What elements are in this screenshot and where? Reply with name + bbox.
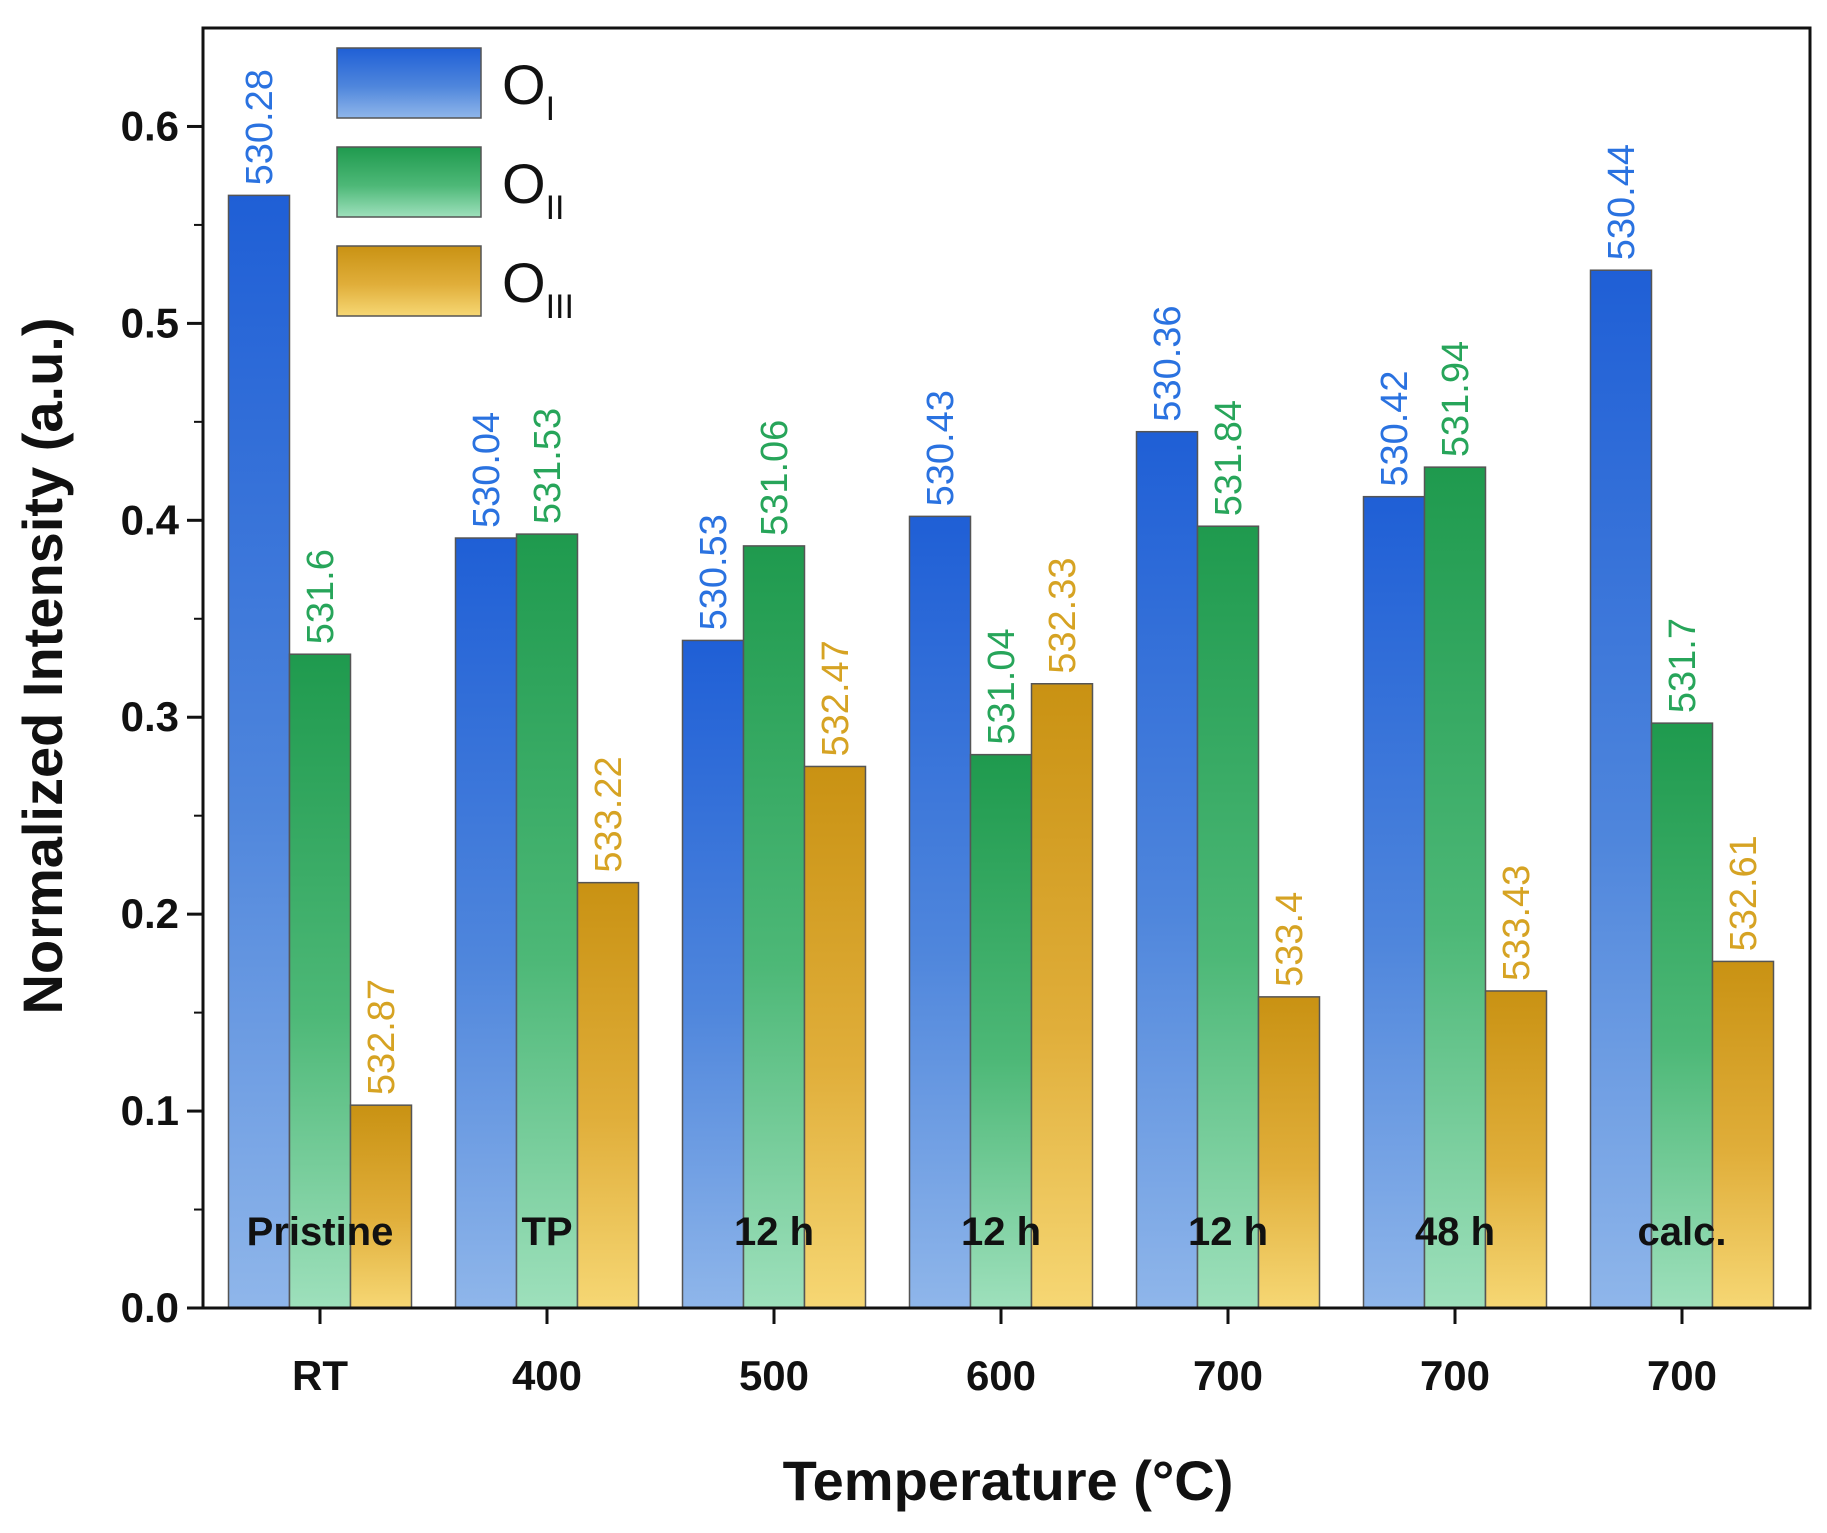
legend-swatch-o-i	[336, 47, 482, 119]
bar-o-ii-3	[969, 753, 1033, 1309]
condition-label-6: calc.	[1638, 1210, 1727, 1254]
x-tick-label-1: 400	[512, 1352, 582, 1399]
legend-label-o-i: OI	[502, 53, 555, 128]
bar-o-ii-2	[742, 545, 806, 1309]
bar-value-label-o-ii-4: 531.84	[1208, 400, 1250, 516]
bar-o-iii-2	[803, 765, 867, 1309]
condition-labels-layer: Pristine TP 12 h 12 h 12 h 48 h calc.	[247, 1210, 1727, 1254]
bar-o-i-3	[908, 515, 972, 1309]
bar-o-i-6	[1589, 269, 1653, 1309]
bar-value-label-o-iii-0: 532.87	[361, 979, 403, 1095]
bar-value-label-o-iii-3: 532.33	[1042, 558, 1084, 674]
x-tick-label-2: 500	[739, 1352, 809, 1399]
bar-value-label-o-i-1: 530.04	[466, 412, 508, 528]
bar-o-ii-5	[1423, 466, 1487, 1309]
bar-o-iii-4	[1257, 996, 1321, 1309]
bar-value-label-o-ii-1: 531.53	[527, 408, 569, 524]
bar-o-i-2	[681, 639, 745, 1309]
y-tick-label-3: 0.3	[121, 693, 179, 740]
bar-o-iii-3	[1030, 683, 1094, 1309]
bar-value-label-o-ii-6: 531.7	[1662, 618, 1704, 713]
bar-o-iii-0	[349, 1104, 413, 1309]
axes-layer: RT 400 500 600 700 700 700 0.0 0.1 0.2 0.3 0.4 0.5 0.…	[121, 26, 1812, 1399]
condition-label-1: TP	[521, 1210, 572, 1254]
bar-o-ii-1	[515, 533, 579, 1309]
y-tick-label-1: 0.1	[121, 1087, 179, 1134]
bar-value-label-o-ii-3: 531.04	[981, 628, 1023, 744]
y-tick-label-2: 0.2	[121, 890, 179, 937]
bar-value-label-o-ii-5: 531.94	[1435, 341, 1477, 457]
bar-value-label-o-i-0: 530.28	[239, 69, 281, 185]
x-tick-label-6: 700	[1647, 1352, 1717, 1399]
bar-o-iii-6	[1711, 960, 1775, 1309]
y-tick-label-0: 0.0	[121, 1284, 179, 1331]
bar-value-label-o-iii-6: 532.61	[1723, 835, 1765, 951]
x-tick-label-0: RT	[292, 1352, 348, 1399]
bar-value-label-o-i-3: 530.43	[920, 390, 962, 506]
condition-label-3: 12 h	[961, 1210, 1041, 1254]
bar-o-i-1	[454, 537, 518, 1309]
bar-value-label-o-iii-2: 532.47	[815, 640, 857, 756]
plot-frame	[201, 26, 1812, 1310]
legend-swatch-o-iii	[336, 245, 482, 317]
bar-value-label-o-iii-4: 533.4	[1269, 892, 1311, 987]
x-tick-label-4: 700	[1193, 1352, 1263, 1399]
bar-value-label-o-ii-0: 531.6	[300, 549, 342, 644]
bar-o-ii-6	[1650, 722, 1714, 1309]
bar-o-i-4	[1135, 430, 1199, 1309]
bar-o-ii-4	[1196, 525, 1260, 1309]
y-tick-label-5: 0.5	[121, 299, 179, 346]
bars-layer	[227, 194, 1775, 1309]
bar-o-i-0	[227, 194, 291, 1309]
bar-value-label-o-iii-5: 533.43	[1496, 865, 1538, 981]
y-tick-label-6: 0.6	[121, 102, 179, 149]
bar-value-label-o-i-2: 530.53	[693, 514, 735, 630]
condition-label-5: 48 h	[1415, 1210, 1495, 1254]
x-axis-title: Temperature (°C)	[783, 1449, 1234, 1512]
legend-label-o-ii: OII	[502, 152, 564, 227]
bar-o-iii-5	[1484, 990, 1548, 1309]
legend-swatch-o-ii	[336, 146, 482, 218]
y-tick-label-4: 0.4	[121, 496, 180, 543]
bar-value-label-o-i-4: 530.36	[1147, 305, 1189, 421]
legend: OI OII OIII	[336, 47, 574, 326]
bar-value-label-o-iii-1: 533.22	[588, 756, 630, 872]
x-tick-label-3: 600	[966, 1352, 1036, 1399]
condition-label-0: Pristine	[247, 1210, 394, 1254]
y-axis-title: Normalized Intensity (a.u.)	[11, 318, 74, 1015]
bar-o-ii-0	[288, 653, 352, 1309]
condition-label-4: 12 h	[1188, 1210, 1268, 1254]
condition-label-2: 12 h	[734, 1210, 814, 1254]
bar-value-label-o-i-6: 530.44	[1601, 144, 1643, 260]
bar-o-i-5	[1362, 495, 1426, 1309]
bar-o-iii-1	[576, 881, 640, 1309]
x-tick-label-5: 700	[1420, 1352, 1490, 1399]
bar-value-label-o-i-5: 530.42	[1374, 370, 1416, 486]
bar-value-label-o-ii-2: 531.06	[754, 420, 796, 536]
bar-labels-layer: 530.28 531.6 532.87 530.04 531.53 533.22 530.5…	[239, 69, 1765, 1095]
legend-label-o-iii: OIII	[502, 251, 574, 326]
